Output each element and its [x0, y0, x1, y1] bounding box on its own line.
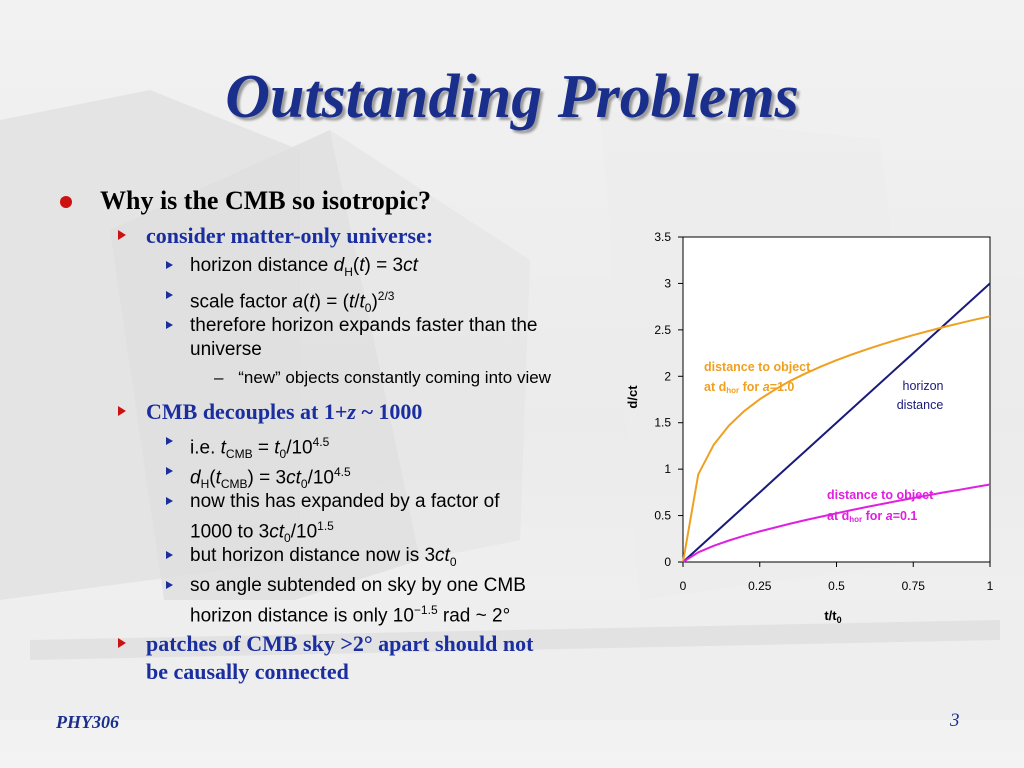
y-tick-label: 2 — [664, 369, 671, 383]
item-text: horizon distance dH(t) = 3ct — [190, 255, 418, 279]
series-line-2 — [682, 483, 991, 563]
chart-ticks: 0 0.5 1 1.5 2 2.5 3 3.5 0 0.25 0.5 0.75 1 — [654, 230, 993, 593]
distance-chart: 00.511.522.533.50 0.25 0.5 0.75 1 d/ct t/t0 … — [625, 230, 994, 625]
subheading-text-line2: be causally connected — [146, 659, 349, 684]
series-line-1 — [682, 315, 991, 563]
item-text-line1: therefore horizon expands faster than th… — [190, 315, 538, 336]
item-text-line1: now this has expanded by a factor of — [190, 491, 500, 512]
item-text: dH(tCMB) = 3ct0/104.5 — [190, 465, 351, 492]
item-text: scale factor a(t) = (t/t0)2/3 — [190, 289, 395, 316]
arrow-bullet-icon — [118, 230, 126, 240]
x-tick-label: 0.75 — [902, 579, 926, 593]
annotation-horizon: horizon — [903, 379, 944, 393]
arrow-bullet-icon — [166, 467, 173, 475]
item-text-line2: 1000 to 3ct0/101.5 — [190, 519, 334, 546]
slide-title: Outstanding Problems — [225, 63, 799, 131]
dash-bullet: – — [214, 368, 224, 387]
annotation-magenta: distance to object — [827, 488, 934, 502]
subheading-text-line1: patches of CMB sky >2° apart should not — [146, 631, 534, 656]
y-tick-label: 3 — [664, 276, 671, 290]
x-tick-label: 0.25 — [748, 579, 772, 593]
y-tick-label: 1.5 — [654, 416, 671, 430]
y-tick-label: 0 — [664, 555, 671, 569]
item-text: but horizon distance now is 3ct0 — [190, 545, 457, 569]
arrow-bullet-icon — [166, 437, 173, 445]
annotation-orange: distance to object — [704, 360, 811, 374]
item-text: “new” objects constantly coming into vie… — [238, 368, 551, 387]
bullet-text: Why is the CMB so isotropic? — [100, 186, 432, 215]
y-axis-label: d/ct — [625, 385, 640, 409]
annotation-magenta-line2: at dhor for a=0.1 — [827, 509, 917, 524]
x-axis-label: t/t0 — [824, 608, 841, 625]
arrow-bullet-icon — [166, 291, 173, 299]
item-text-line1: so angle subtended on sky by one CMB — [190, 575, 526, 596]
x-tick-label: 0 — [680, 579, 687, 593]
page-number: 3 — [950, 710, 960, 731]
annotation-horizon-line2: distance — [897, 398, 944, 412]
annotation-orange-line2: at dhor for a=1.0 — [704, 380, 794, 395]
x-tick-label: 0.5 — [828, 579, 845, 593]
item-new-objects: – “new” objects constantly coming into v… — [214, 368, 551, 388]
arrow-bullet-icon — [118, 406, 126, 416]
y-tick-label: 2.5 — [654, 323, 671, 337]
arrow-bullet-icon — [166, 261, 173, 269]
series-line-0 — [682, 282, 991, 563]
subheading-text: CMB decouples at 1+z ~ 1000 — [146, 399, 423, 424]
bullet-dot-icon — [60, 196, 72, 208]
y-tick-label: 1 — [664, 462, 671, 476]
item-text: i.e. tCMB = t0/104.5 — [190, 435, 330, 462]
y-tick-label: 0.5 — [654, 509, 671, 523]
item-text-line2: universe — [190, 339, 262, 360]
x-tick-label: 1 — [987, 579, 994, 593]
arrow-bullet-icon — [166, 581, 173, 589]
arrow-bullet-icon — [166, 497, 173, 505]
arrow-bullet-icon — [118, 638, 126, 648]
plot-area — [682, 236, 991, 563]
arrow-bullet-icon — [166, 551, 173, 559]
chart-lines — [682, 282, 991, 563]
arrow-bullet-icon — [166, 321, 173, 329]
chart-axes — [682, 236, 991, 563]
y-tick-label: 3.5 — [654, 230, 671, 244]
subheading-text: consider matter-only universe: — [146, 223, 434, 248]
course-code: PHY306 — [56, 712, 119, 732]
item-text-line2: horizon distance is only 10−1.5 rad ~ 2° — [190, 603, 511, 627]
